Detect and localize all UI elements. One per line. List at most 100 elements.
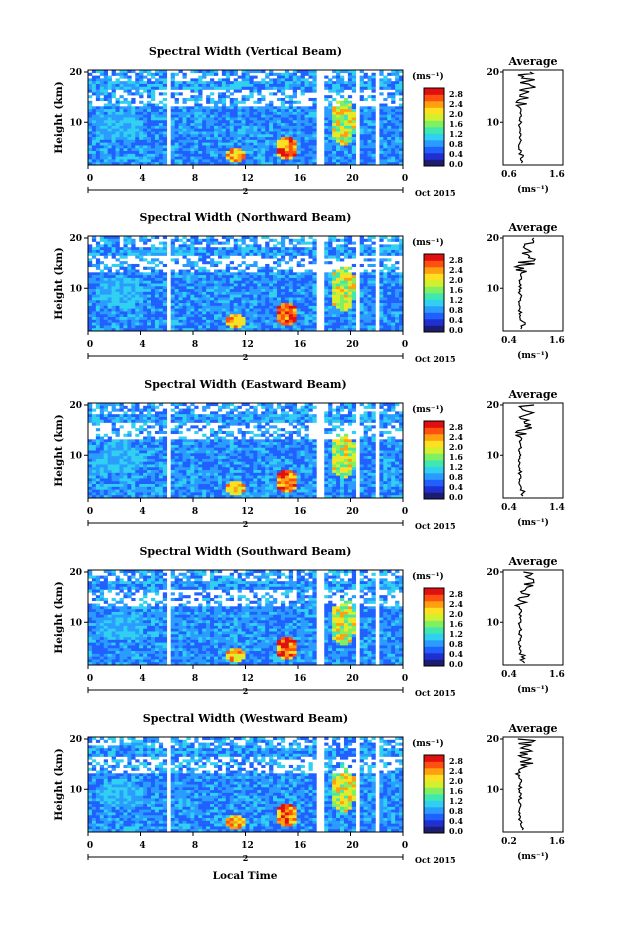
heatmap-cell (127, 275, 131, 278)
heatmap-cell (238, 109, 242, 112)
heatmap-cell (249, 154, 253, 157)
y-tick-label: 20 (69, 234, 82, 244)
heatmap-cell (277, 325, 281, 328)
heatmap-cell (391, 87, 395, 90)
heatmap-cell (100, 311, 104, 314)
heatmap-cell (261, 95, 265, 98)
heatmap-cell (96, 90, 100, 93)
heatmap-cell (194, 157, 198, 160)
heatmap-cell (104, 478, 108, 481)
heatmap-cell (285, 247, 289, 250)
heatmap-cell (135, 451, 139, 454)
heatmap-cell (364, 109, 368, 112)
heatmap-cell (372, 143, 376, 146)
heatmap-cell (92, 131, 96, 134)
heatmap-cell (147, 250, 151, 253)
heatmap-cell (269, 120, 273, 123)
heatmap-cell (293, 295, 297, 298)
heatmap-cell (289, 134, 293, 137)
heatmap-cell (352, 118, 356, 121)
heatmap-cell (151, 106, 155, 109)
heatmap-cell (112, 154, 116, 157)
heatmap-cell (360, 247, 364, 250)
heatmap-cell (230, 98, 234, 101)
heatmap-cell (139, 297, 143, 300)
heatmap-cell (293, 78, 297, 81)
heatmap-cell (127, 143, 131, 146)
heatmap-cell (273, 92, 277, 95)
heatmap-cell (183, 309, 187, 312)
heatmap-cell (183, 244, 187, 247)
heatmap-cell (135, 247, 139, 250)
heatmap-cell (265, 143, 269, 146)
heatmap-cell (305, 292, 309, 295)
heatmap-cell (151, 311, 155, 314)
heatmap-cell (344, 306, 348, 309)
heatmap-cell (123, 267, 127, 270)
heatmap-cell (364, 112, 368, 115)
heatmap-cell (131, 137, 135, 140)
heatmap-cell (96, 267, 100, 270)
heatmap-cell (222, 101, 226, 104)
heatmap-cell (246, 278, 250, 281)
heatmap-cell (285, 145, 289, 148)
heatmap-cell (372, 325, 376, 328)
heatmap-cell (96, 459, 100, 462)
heatmap-cell (127, 484, 131, 487)
heatmap-cell (238, 145, 242, 148)
heatmap-cell (242, 101, 246, 104)
heatmap-cell (340, 140, 344, 143)
heatmap-cell (186, 284, 190, 287)
heatmap-cell (147, 92, 151, 95)
heatmap-cell (104, 247, 108, 250)
heatmap-cell (131, 451, 135, 454)
heatmap-cell (210, 106, 214, 109)
heatmap-cell (230, 120, 234, 123)
heatmap-cell (395, 154, 399, 157)
heatmap-cell (186, 309, 190, 312)
heatmap-cell (222, 306, 226, 309)
heatmap-cell (202, 309, 206, 312)
heatmap-cell (100, 448, 104, 451)
heatmap-cell (265, 275, 269, 278)
heatmap-cell (312, 129, 316, 132)
heatmap-cell (297, 148, 301, 151)
heatmap-cell (143, 104, 147, 107)
heatmap-cell (194, 78, 198, 81)
heatmap-cell (198, 120, 202, 123)
heatmap-cell (120, 264, 124, 267)
heatmap-cell (340, 131, 344, 134)
heatmap-cell (340, 314, 344, 317)
heatmap-cell (309, 106, 313, 109)
heatmap-cell (328, 261, 332, 264)
heatmap-cell (120, 253, 124, 256)
heatmap-cell (297, 134, 301, 137)
heatmap-cell (312, 247, 316, 250)
heatmap-cell (242, 126, 246, 129)
heatmap-cell (104, 126, 108, 129)
heatmap-cell (96, 481, 100, 484)
heatmap-cell (234, 311, 238, 314)
heatmap-cell (108, 311, 112, 314)
heatmap-cell (297, 325, 301, 328)
colorbar-band (424, 280, 444, 287)
heatmap-cell (352, 284, 356, 287)
heatmap-cell (372, 258, 376, 261)
heatmap-cell (269, 292, 273, 295)
heatmap-cell (395, 286, 399, 289)
heatmap-cell (281, 87, 285, 90)
heatmap-cell (171, 317, 175, 320)
heatmap-cell (332, 159, 336, 162)
heatmap-cell (171, 278, 175, 281)
heatmap-cell (190, 115, 194, 118)
heatmap-cell (202, 320, 206, 323)
heatmap-cell (328, 90, 332, 93)
heatmap-cell (88, 90, 92, 93)
heatmap-cell (368, 106, 372, 109)
heatmap-cell (104, 462, 108, 465)
heatmap-cell (305, 272, 309, 275)
heatmap-cell (340, 320, 344, 323)
heatmap-cell (352, 253, 356, 256)
heatmap-cell (210, 239, 214, 242)
heatmap-cell (96, 154, 100, 157)
